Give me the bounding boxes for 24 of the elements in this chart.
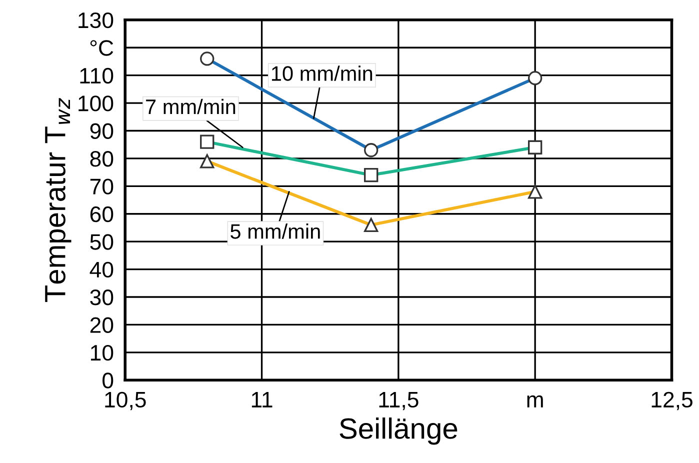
- y-tick-label: 40: [90, 262, 114, 278]
- y-tick-label: 90: [90, 123, 114, 140]
- y-tick-label: 10: [90, 344, 114, 361]
- series-label: 10 mm/min: [272, 66, 372, 81]
- y-tick-label: 80: [90, 150, 114, 167]
- y-tick-label: 60: [90, 206, 114, 222]
- y-tick-label: 100: [78, 96, 114, 112]
- x-tick-label: 11: [252, 392, 272, 408]
- y-tick-label: °C: [90, 40, 114, 56]
- x-tick-label: m: [527, 395, 543, 408]
- y-tick-label: 20: [90, 317, 114, 333]
- x-tick-label: 12,5: [652, 392, 692, 410]
- y-tick-label: 110: [80, 68, 114, 84]
- y-tick-label: 0: [102, 372, 114, 388]
- y-tick-label: 130: [78, 12, 114, 28]
- series-label: 5 mm/min: [230, 224, 320, 239]
- y-axis-title: Temperatur T$_{wz}$: [45, 98, 72, 302]
- y-tick-label: 70: [90, 178, 114, 194]
- x-tick-label: 10,5: [105, 392, 146, 410]
- y-tick-label: 30: [90, 290, 114, 306]
- y-tick-label: 50: [90, 234, 114, 250]
- series-label: 7 mm/min: [146, 98, 236, 114]
- x-tick-label: 11,5: [379, 392, 418, 410]
- x-axis-title: Seillänge: [340, 418, 458, 445]
